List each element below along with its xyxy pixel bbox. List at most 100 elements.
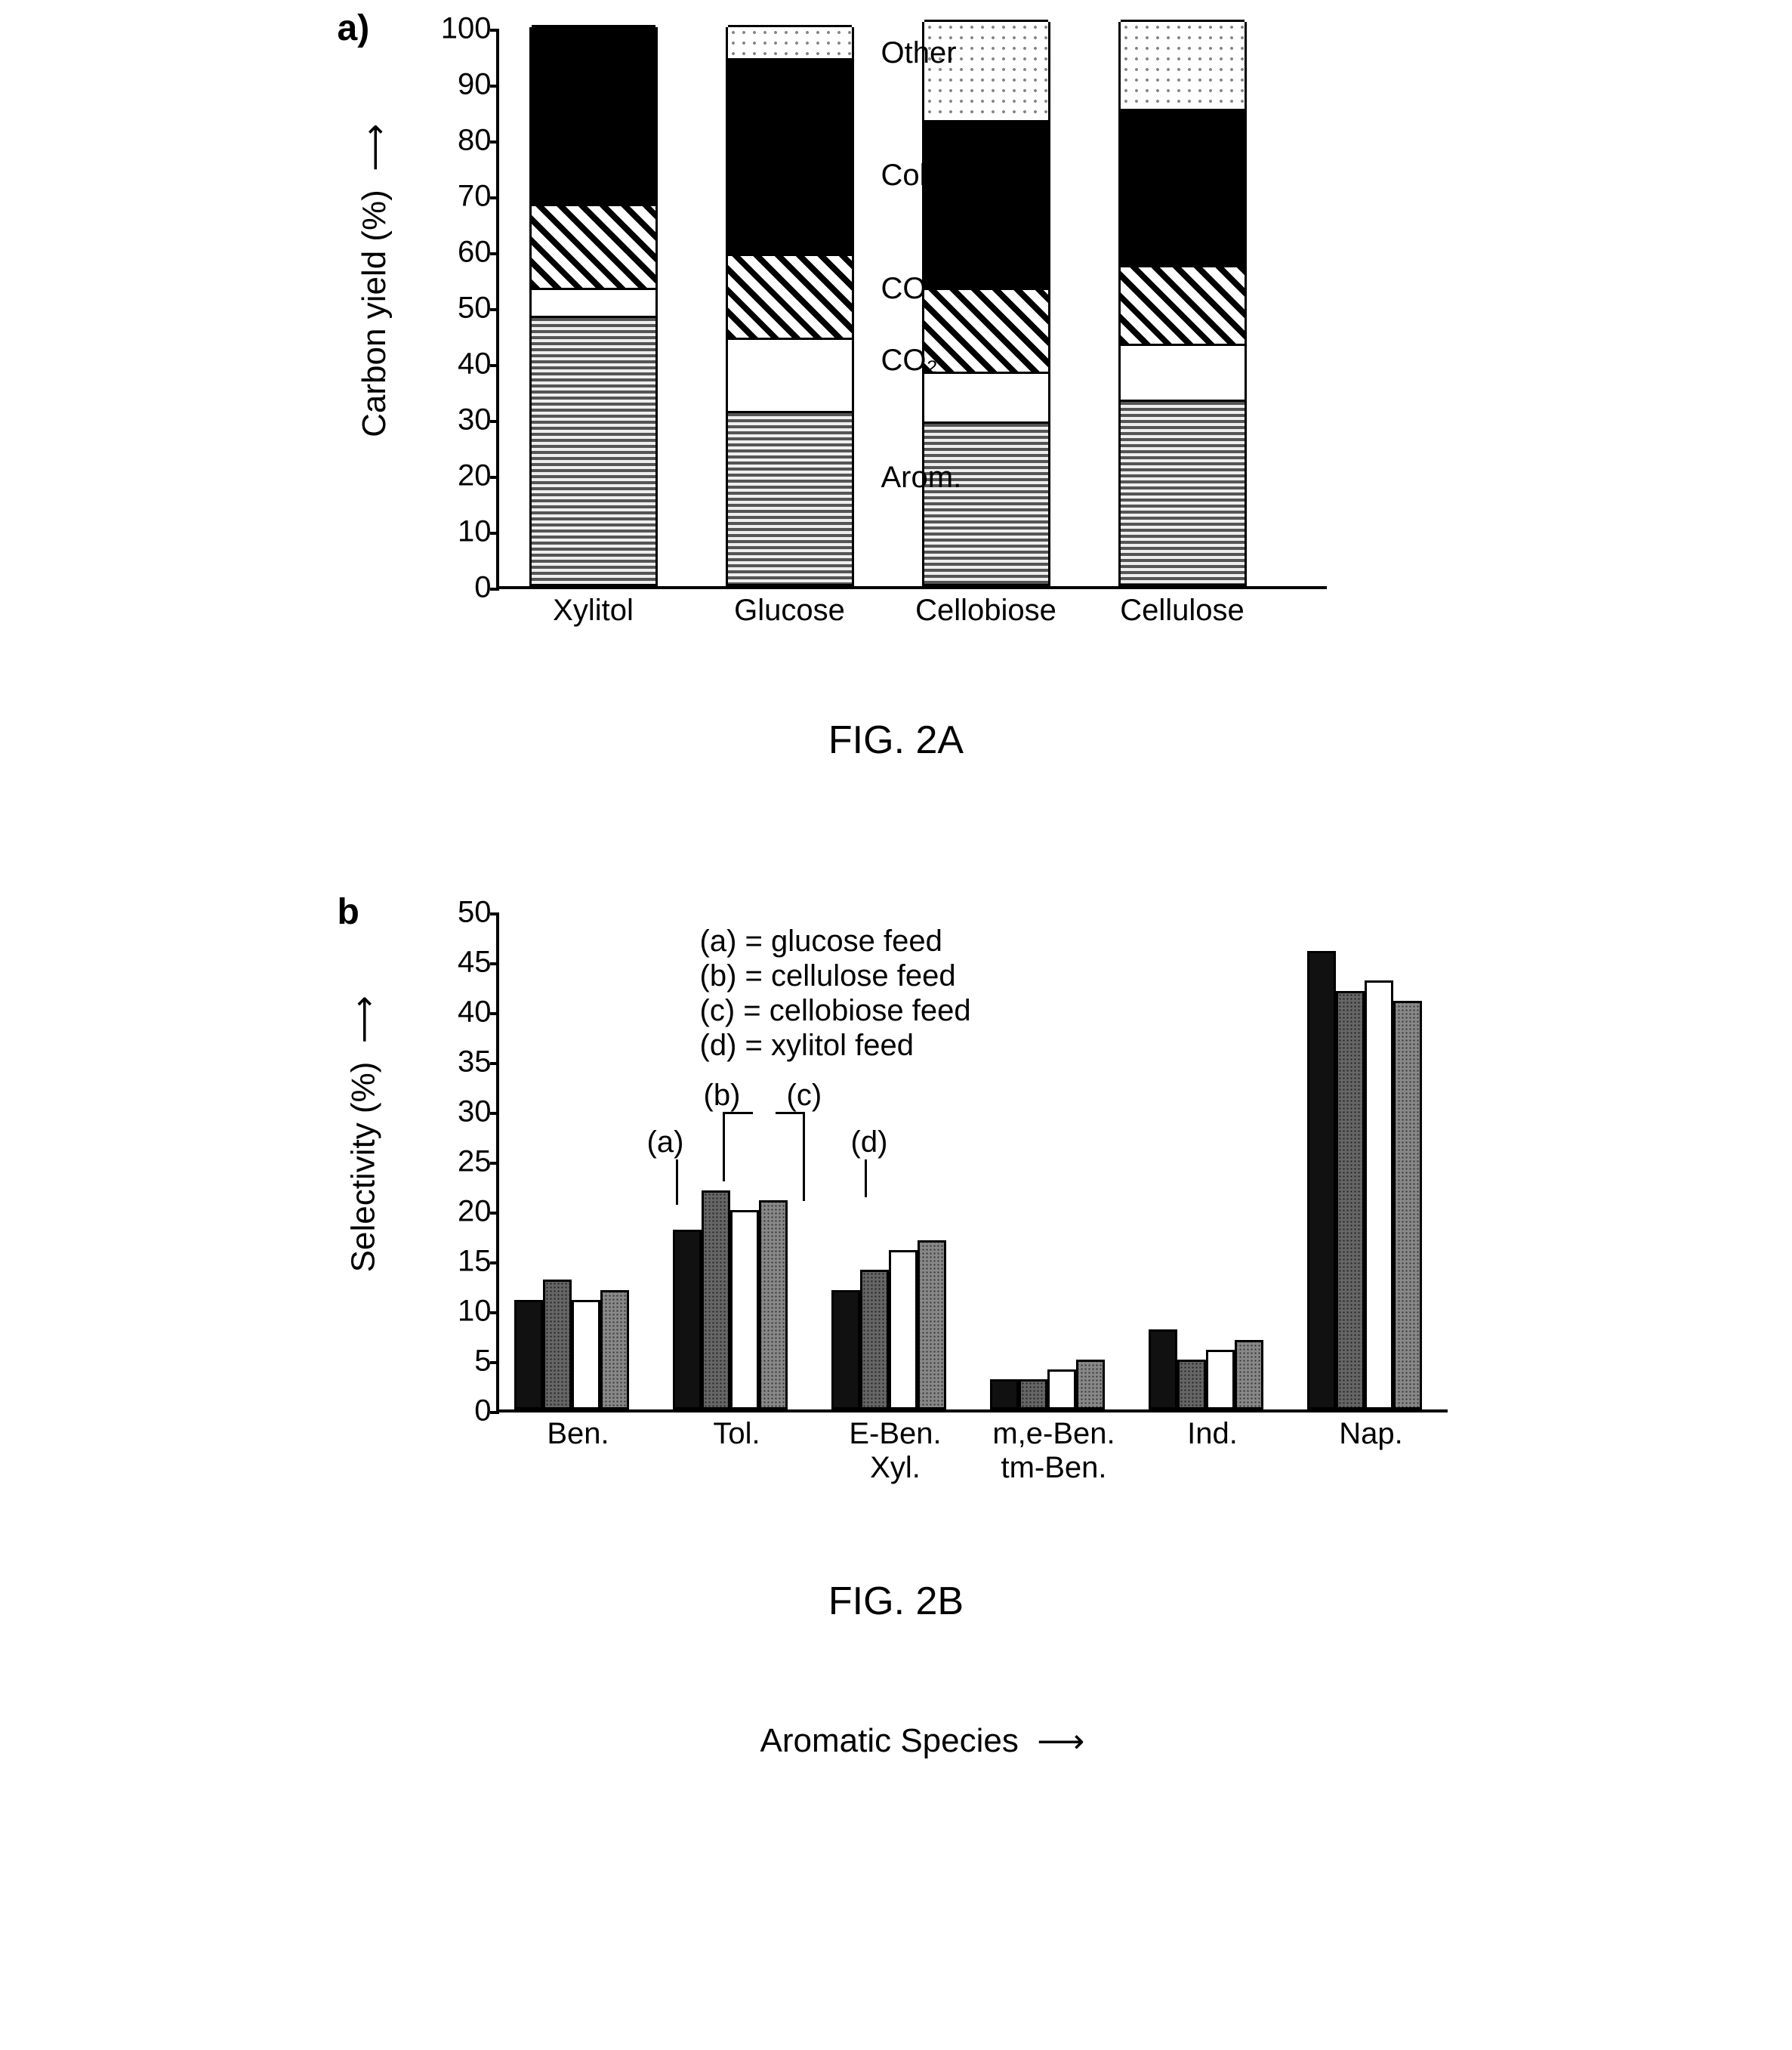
leader-c-label: (c) xyxy=(787,1079,822,1113)
stacked-bar xyxy=(1118,22,1247,586)
x-tick-label: E-Ben.Xyl. xyxy=(849,1409,941,1485)
bar-segment xyxy=(1121,109,1245,265)
y-tick-label: 45 xyxy=(458,946,499,980)
bar-segment xyxy=(924,421,1048,584)
grouped-bar xyxy=(1177,1360,1206,1409)
y-tick-label: 60 xyxy=(458,236,499,270)
figure-b: b 05101520253035404550Ben.Tol.E-Ben.Xyl.… xyxy=(368,914,1425,1624)
grouped-bar xyxy=(1336,991,1365,1409)
grouped-bar xyxy=(1393,1001,1422,1409)
bar-segment xyxy=(728,254,852,338)
x-tick-label: Tol. xyxy=(713,1409,760,1451)
leader-b-label: (b) xyxy=(704,1079,741,1113)
chart-a-ylabel: Carbon yield (%) ⟶ xyxy=(355,190,393,437)
y-tick-label: 90 xyxy=(458,68,499,102)
arrow-icon: ⟶ xyxy=(1019,1722,1085,1761)
chart-b-area: 05101520253035404550Ben.Tol.E-Ben.Xyl.m,… xyxy=(496,914,1448,1412)
arrow-icon: ⟶ xyxy=(355,124,393,190)
legend-b: (b) = cellulose feed xyxy=(700,959,956,993)
bar-segment xyxy=(924,288,1048,372)
y-tick-label: 70 xyxy=(458,180,499,214)
grouped-bar xyxy=(1235,1340,1263,1409)
x-tick-label: Nap. xyxy=(1339,1409,1403,1451)
y-tick-label: 50 xyxy=(458,896,499,930)
bar-segment xyxy=(532,288,655,316)
bar-segment xyxy=(1121,20,1245,109)
leader-line xyxy=(776,1112,804,1114)
grouped-bar xyxy=(831,1290,860,1409)
bar-segment xyxy=(532,25,655,204)
bar-segment xyxy=(924,372,1048,422)
figure-a: a) 0102030405060708090100XylitolGlucoseC… xyxy=(368,30,1425,763)
grouped-bar xyxy=(730,1210,759,1409)
y-tick-label: 50 xyxy=(458,292,499,326)
leader-d-label: (d) xyxy=(851,1125,888,1159)
bar-segment xyxy=(728,25,852,58)
caption-fig-2b: FIG. 2B xyxy=(368,1579,1425,1624)
x-tick-label: Ind. xyxy=(1187,1409,1238,1451)
x-tick-label: Xylitol xyxy=(553,586,634,628)
grouped-bar xyxy=(1307,951,1336,1409)
arrow-icon: ⟶ xyxy=(344,996,383,1062)
grouped-bar xyxy=(543,1280,572,1409)
x-tick-label: m,e-Ben.tm-Ben. xyxy=(992,1409,1115,1485)
y-tick-label: 25 xyxy=(458,1145,499,1179)
grouped-bar xyxy=(918,1240,946,1409)
bar-segment xyxy=(924,120,1048,288)
leader-line xyxy=(865,1159,867,1197)
grouped-bar xyxy=(990,1379,1019,1409)
x-tick-label: Glucose xyxy=(734,586,845,628)
grouped-bar xyxy=(759,1200,788,1409)
leader-line xyxy=(723,1112,753,1114)
chart-a-ylabel-text: Carbon yield (%) xyxy=(355,190,392,437)
bar-segment xyxy=(532,204,655,288)
x-tick-label: Cellobiose xyxy=(915,586,1056,628)
legend-co: CO xyxy=(881,272,927,306)
legend-c: (c) = cellobiose feed xyxy=(700,994,971,1028)
chart-b-ylabel: Selectivity (%) ⟶ xyxy=(344,1062,382,1273)
y-tick-label: 5 xyxy=(474,1345,498,1379)
grouped-bar xyxy=(1047,1369,1076,1409)
grouped-bar xyxy=(600,1290,629,1409)
panel-label-b: b xyxy=(338,891,359,933)
grouped-bar xyxy=(1076,1360,1105,1409)
chart-a-area: 0102030405060708090100XylitolGlucoseCell… xyxy=(496,30,1327,589)
leader-line xyxy=(676,1159,678,1205)
grouped-bar xyxy=(1149,1329,1177,1409)
grouped-bar xyxy=(1206,1350,1235,1409)
grouped-bar xyxy=(673,1230,702,1409)
grouped-bar xyxy=(1365,980,1393,1409)
stacked-bar xyxy=(529,27,658,586)
x-tick-label: Ben. xyxy=(547,1409,609,1451)
y-tick-label: 20 xyxy=(458,1195,499,1229)
chart-b-ylabel-text: Selectivity (%) xyxy=(344,1062,381,1273)
legend-d: (d) = xylitol feed xyxy=(700,1029,914,1063)
chart-b-xlabel: Aromatic Species ⟶ xyxy=(760,1722,1019,1760)
y-tick-label: 0 xyxy=(474,1394,498,1428)
y-tick-label: 0 xyxy=(474,571,498,605)
grouped-bar xyxy=(860,1270,889,1409)
stacked-bar xyxy=(922,22,1050,586)
leader-line xyxy=(723,1112,725,1181)
y-tick-label: 40 xyxy=(458,347,499,381)
bar-segment xyxy=(1121,400,1245,584)
stacked-bar xyxy=(726,27,854,586)
y-tick-label: 30 xyxy=(458,1095,499,1129)
legend-coke: Coke xyxy=(881,159,952,193)
bar-segment xyxy=(1121,265,1245,344)
legend-arom: Arom. xyxy=(881,461,962,495)
legend-a: (a) = glucose feed xyxy=(700,925,942,959)
leader-line xyxy=(803,1112,805,1201)
grouped-bar xyxy=(514,1300,543,1409)
legend-other: Other xyxy=(881,36,957,70)
bar-segment xyxy=(728,411,852,584)
y-tick-label: 40 xyxy=(458,996,499,1030)
y-tick-label: 80 xyxy=(458,124,499,158)
grouped-bar xyxy=(889,1250,918,1409)
bar-segment xyxy=(532,316,655,584)
legend-co2: CO₂ xyxy=(881,344,939,378)
leader-a-label: (a) xyxy=(647,1125,684,1159)
y-tick-label: 100 xyxy=(441,12,499,46)
y-tick-label: 35 xyxy=(458,1045,499,1079)
grouped-bar xyxy=(702,1190,730,1409)
